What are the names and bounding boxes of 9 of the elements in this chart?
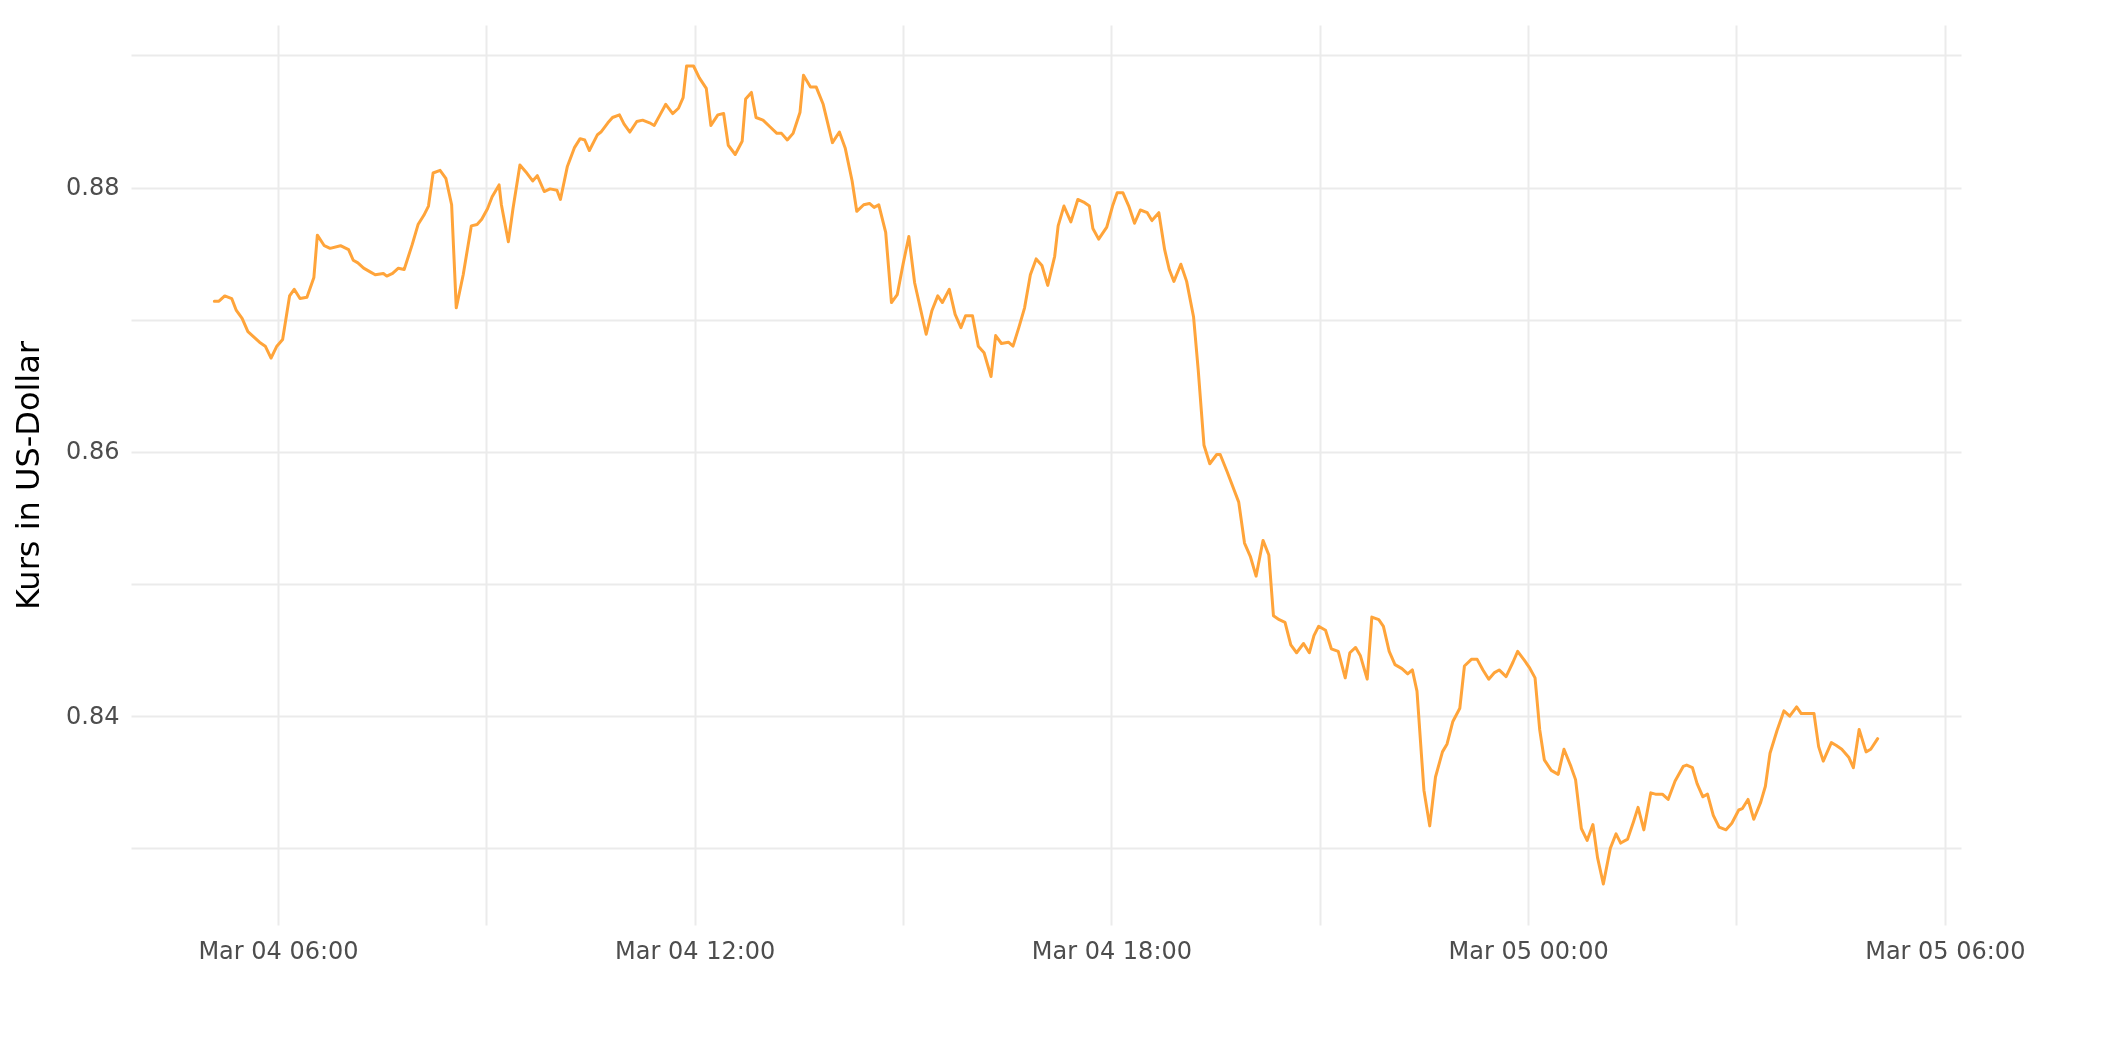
y-tick-label: 0.86 xyxy=(66,437,120,466)
x-tick-label: Mar 04 06:00 xyxy=(198,936,359,965)
x-tick-label: Mar 05 06:00 xyxy=(1865,936,2026,965)
x-tick-label: Mar 04 12:00 xyxy=(615,936,776,965)
y-tick-label: 0.88 xyxy=(66,173,120,202)
y-tick-label: 0.84 xyxy=(66,701,120,730)
x-tick-label: Mar 05 00:00 xyxy=(1448,936,1609,965)
y-axis-title: Kurs in US-Dollar xyxy=(9,340,48,611)
x-tick-label: Mar 04 18:00 xyxy=(1031,936,1193,965)
